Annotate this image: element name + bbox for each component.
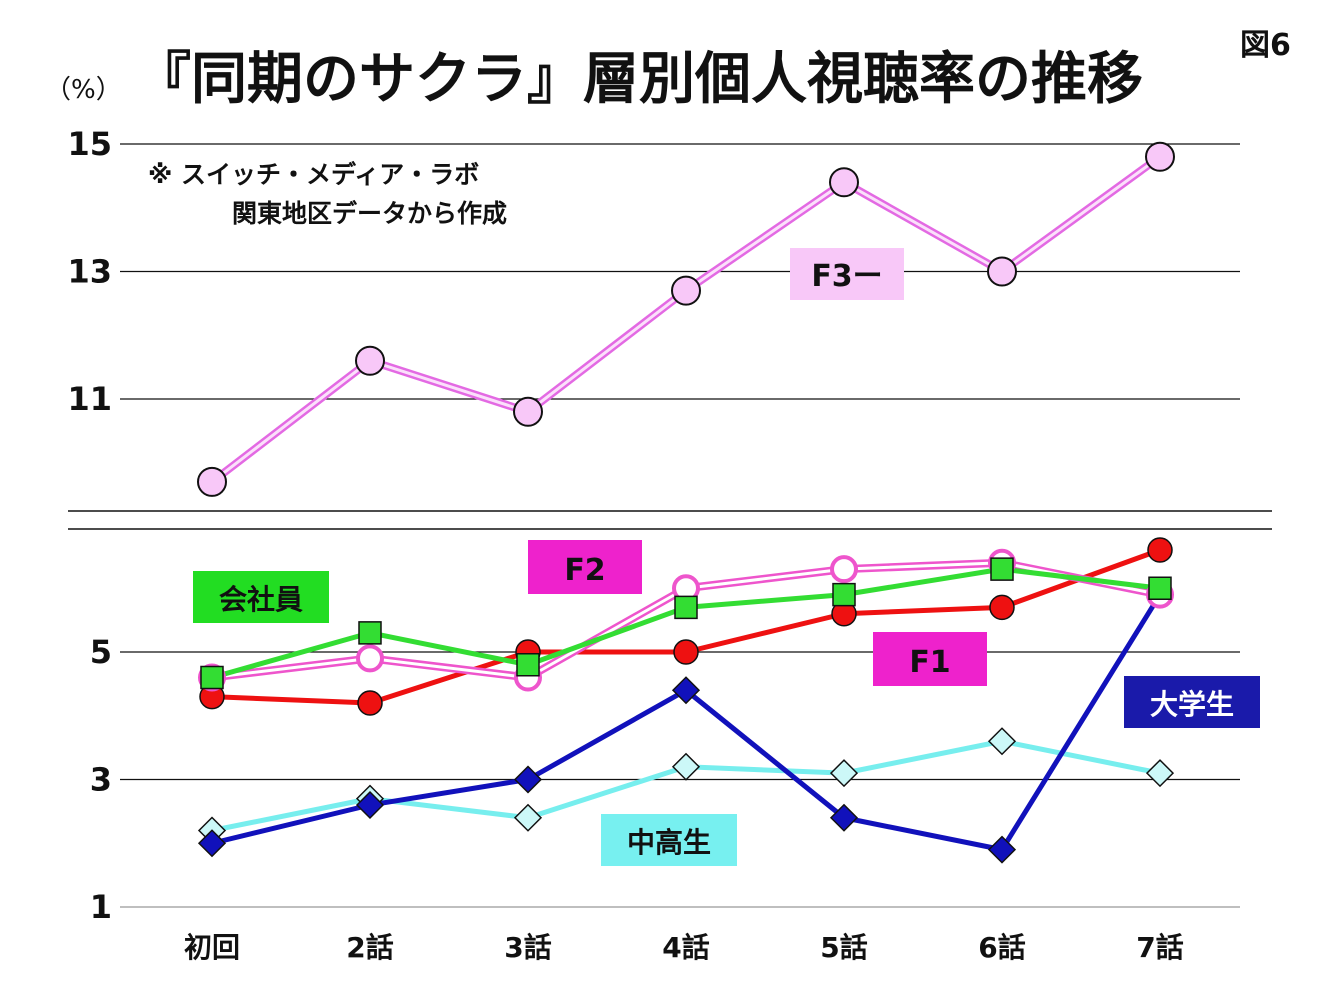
label-hs-text: 中高生 <box>627 826 711 859</box>
label-hs: 中高生 <box>601 814 737 866</box>
series-hs-point <box>829 759 859 788</box>
y-tick-label: 5 <box>90 633 112 671</box>
series-layer <box>197 141 1175 864</box>
series-f1-point <box>1147 537 1173 563</box>
series-univ-line <box>211 593 1163 853</box>
series-f2-point <box>830 555 858 584</box>
label-f3-bg <box>790 248 904 300</box>
chart-title: 『同期のサクラ』層別個人視聴率の推移 <box>135 47 1143 112</box>
series-company-point <box>832 582 856 607</box>
label-f2-bg <box>528 540 642 594</box>
label-f1: F1 <box>873 632 987 686</box>
x-tick-label: 3話 <box>504 931 551 964</box>
series-company-point <box>358 621 382 645</box>
series-univ-point <box>197 829 227 858</box>
y-tick-label: 15 <box>67 125 112 163</box>
label-f3: F3ー <box>790 248 904 300</box>
x-tick-label: 初回 <box>184 931 240 964</box>
series-hs-point <box>987 727 1017 756</box>
x-tick-label: 7話 <box>1136 931 1183 964</box>
label-company-text: 会社員 <box>219 583 303 616</box>
label-f1-text: F1 <box>909 645 950 680</box>
series-f3-point <box>197 466 227 497</box>
series-hs-point <box>513 803 543 832</box>
label-hs-bg <box>601 814 737 866</box>
series-company-point <box>990 557 1014 581</box>
series-company-point <box>1148 576 1172 600</box>
label-univ: 大学生 <box>1124 676 1260 728</box>
x-tick-label: 5話 <box>820 931 867 964</box>
label-f1-bg <box>873 632 987 686</box>
figure-label: 図6 <box>1240 28 1291 63</box>
y-tick-label: 1 <box>90 888 112 926</box>
series-univ-point <box>355 790 385 820</box>
source-note-line2: 関東地区データから作成 <box>232 199 507 228</box>
y-tick-label: 3 <box>90 761 112 799</box>
label-f2-text: F2 <box>564 553 605 588</box>
series-company-point <box>200 665 224 690</box>
y-tick-label: 13 <box>67 253 112 291</box>
label-company: 会社員 <box>193 571 329 623</box>
series-f3-point <box>1145 141 1175 172</box>
x-tick-labels: 初回 2話 3話 4話 5話 6話 7話 <box>184 931 1184 964</box>
label-univ-bg <box>1124 676 1260 728</box>
y-tick-label: 11 <box>67 380 112 418</box>
series-univ-point <box>671 676 701 705</box>
series-f3 <box>197 141 1175 497</box>
series-univ <box>211 593 1163 853</box>
series-f3-point <box>671 275 701 306</box>
series-f3-point <box>355 345 385 376</box>
source-note-line1: ※ スイッチ・メディア・ラボ <box>148 160 479 189</box>
upper-gridlines <box>120 143 1240 400</box>
series-f1-point <box>673 639 699 665</box>
x-tick-label: 2話 <box>346 931 393 964</box>
label-f3-text: F3ー <box>811 259 882 294</box>
series-company-point <box>674 595 698 620</box>
y-axis-unit: （%） <box>45 75 122 105</box>
x-tick-label: 6話 <box>978 931 1025 964</box>
label-univ-text: 大学生 <box>1150 688 1234 721</box>
series-univ-point <box>987 835 1017 864</box>
label-company-bg <box>193 571 329 623</box>
series-hs-point <box>671 752 701 781</box>
series-f1-point <box>989 594 1015 621</box>
label-f2: F2 <box>528 540 642 594</box>
series-company-point <box>516 653 540 677</box>
series-univ-point <box>513 765 543 794</box>
x-tick-label: 4話 <box>662 931 709 964</box>
series-f3-point <box>513 396 543 427</box>
series-f2-point <box>356 644 384 673</box>
series-f3-point <box>829 167 859 198</box>
series-f1-point <box>357 690 383 716</box>
series-f3-point <box>987 256 1017 287</box>
series-univ-point <box>829 803 859 832</box>
series-hs-point <box>1145 759 1175 788</box>
series-company-markers <box>200 557 1172 690</box>
